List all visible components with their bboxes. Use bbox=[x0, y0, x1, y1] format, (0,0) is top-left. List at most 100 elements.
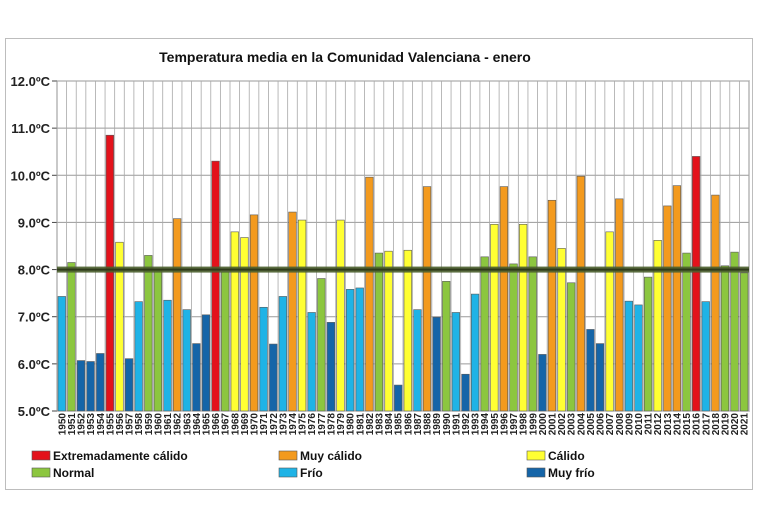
bar-1953 bbox=[86, 361, 95, 412]
bar-2007 bbox=[605, 231, 614, 412]
x-tick-label: 1966 bbox=[211, 413, 222, 436]
bar-1967 bbox=[221, 271, 230, 412]
y-tick-label: 6.0ºC bbox=[18, 357, 51, 372]
x-tick-label: 1950 bbox=[57, 413, 68, 436]
x-tick-label: 1961 bbox=[163, 413, 174, 436]
legend: Extremadamente cálido Muy cálido Cálido Nor… bbox=[31, 449, 595, 480]
bar-1999 bbox=[528, 256, 537, 412]
y-tick-label: 7.0ºC bbox=[18, 310, 51, 325]
bar-1955 bbox=[105, 134, 114, 412]
bar-1998 bbox=[519, 224, 528, 412]
x-tick-label: 1999 bbox=[528, 413, 539, 436]
bar-2009 bbox=[624, 300, 633, 412]
x-tick-label: 1987 bbox=[413, 413, 424, 436]
bar-1950 bbox=[57, 296, 66, 412]
bar-1992 bbox=[461, 373, 470, 412]
x-tick-label: 1980 bbox=[346, 413, 357, 436]
bar-1983 bbox=[374, 252, 384, 412]
bar-1962 bbox=[173, 218, 182, 412]
x-tick-label: 2015 bbox=[682, 413, 693, 436]
x-tick-label: 1952 bbox=[77, 413, 88, 436]
x-tick-label: 1971 bbox=[259, 413, 270, 436]
x-tick-label: 1982 bbox=[365, 413, 376, 436]
bar-1959 bbox=[144, 255, 153, 412]
bar-2008 bbox=[615, 198, 624, 412]
x-tick-label: 1983 bbox=[374, 413, 385, 436]
legend-label-muy_calido: Muy cálido bbox=[300, 449, 362, 463]
bar-2003 bbox=[567, 282, 576, 412]
bar-1978 bbox=[326, 322, 336, 412]
x-tick-label: 2005 bbox=[586, 413, 597, 436]
x-tick-label: 1962 bbox=[173, 413, 184, 436]
bar-1980 bbox=[346, 289, 355, 412]
legend-swatch-frio bbox=[278, 467, 298, 478]
x-tick-label: 1984 bbox=[384, 413, 395, 436]
x-tick-label: 2009 bbox=[624, 413, 635, 436]
reference-line-8-core bbox=[57, 268, 749, 271]
bar-1961 bbox=[163, 299, 172, 412]
x-tick-label: 1985 bbox=[394, 413, 405, 436]
bar-2010 bbox=[634, 304, 643, 412]
x-tick-label: 1995 bbox=[490, 413, 501, 436]
bar-1973 bbox=[278, 296, 287, 412]
bar-2020 bbox=[730, 251, 739, 412]
x-tick-label: 1998 bbox=[519, 413, 530, 436]
bar-1979 bbox=[336, 219, 345, 412]
plot-area: 5.0ºC 6.0ºC 7.0ºC 8.0ºC 9.0ºC 10.0ºC 11.0ºC 12.… bbox=[11, 74, 751, 435]
x-tick-label: 1959 bbox=[144, 413, 155, 436]
x-tick-label: 1974 bbox=[288, 413, 299, 436]
x-tick-label: 1989 bbox=[432, 413, 443, 436]
chart-title: Temperatura media en la Comunidad Valenc… bbox=[159, 49, 531, 65]
x-tick-label: 1972 bbox=[269, 413, 280, 436]
bar-1989 bbox=[432, 316, 441, 412]
x-tick-label: 1967 bbox=[221, 413, 232, 436]
bar-2005 bbox=[586, 329, 595, 412]
x-tick-label: 2021 bbox=[740, 413, 751, 436]
x-tick-label: 2013 bbox=[663, 413, 674, 436]
x-tick-label: 2006 bbox=[596, 413, 607, 436]
x-tick-label: 1960 bbox=[153, 413, 164, 436]
bar-1990 bbox=[442, 281, 451, 412]
x-tick-label: 1969 bbox=[240, 413, 251, 436]
bar-2000 bbox=[538, 354, 547, 412]
x-tick-label: 1988 bbox=[423, 413, 434, 436]
x-tick-label: 1994 bbox=[480, 413, 491, 436]
x-tick-label: 1981 bbox=[355, 413, 366, 436]
x-tick-label: 1953 bbox=[86, 413, 97, 436]
x-tick-label: 2003 bbox=[567, 413, 578, 436]
x-tick-label: 2018 bbox=[711, 413, 722, 436]
bar-1987 bbox=[413, 309, 422, 412]
bar-2013 bbox=[663, 205, 672, 412]
bar-1991 bbox=[451, 312, 460, 412]
y-tick-label: 9.0ºC bbox=[18, 215, 51, 230]
x-tick-label: 2007 bbox=[605, 413, 616, 436]
x-tick-label: 1951 bbox=[67, 413, 78, 436]
x-tick-label: 1958 bbox=[134, 413, 145, 436]
bar-2016 bbox=[692, 156, 701, 412]
x-tick-label: 1990 bbox=[442, 413, 453, 436]
bar-1969 bbox=[240, 237, 249, 412]
legend-label-calido: Cálido bbox=[548, 449, 585, 463]
bar-1966 bbox=[211, 160, 220, 412]
bar-1985 bbox=[394, 384, 403, 412]
x-tick-label: 1975 bbox=[298, 413, 309, 436]
bar-1951 bbox=[67, 262, 76, 412]
bar-1976 bbox=[307, 312, 316, 412]
x-tick-label: 2000 bbox=[538, 413, 549, 436]
bar-1956 bbox=[115, 241, 124, 412]
legend-swatch-calido bbox=[526, 450, 546, 461]
bar-1963 bbox=[182, 309, 191, 412]
x-tick-label: 2011 bbox=[644, 413, 655, 435]
bar-2011 bbox=[643, 276, 653, 412]
x-tick-label: 1973 bbox=[278, 413, 289, 436]
x-tick-label: 1965 bbox=[201, 413, 212, 436]
x-tick-label: 1996 bbox=[499, 413, 510, 436]
x-tick-label: 1986 bbox=[403, 413, 414, 436]
x-tick-label: 1977 bbox=[317, 413, 328, 436]
bar-1964 bbox=[192, 343, 201, 412]
bar-2004 bbox=[576, 175, 585, 412]
bar-1986 bbox=[403, 249, 412, 412]
x-tick-label: 2014 bbox=[672, 413, 683, 436]
bar-2018 bbox=[711, 194, 720, 412]
